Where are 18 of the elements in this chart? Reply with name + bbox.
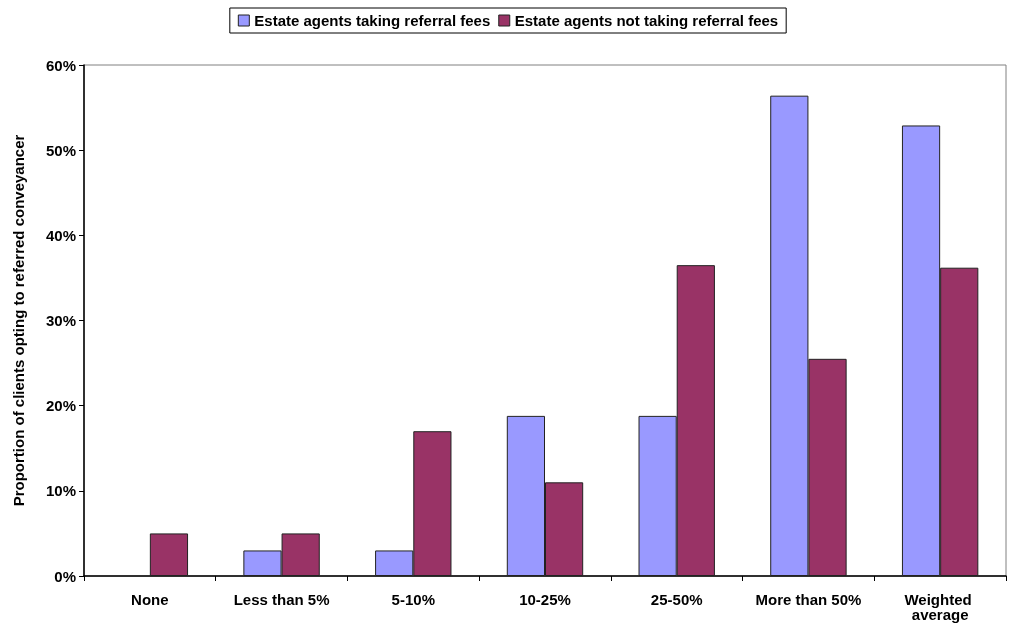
y-tick-label: 50% xyxy=(45,141,76,159)
x-tick-label: 5-10% xyxy=(391,591,435,608)
x-tick-label: None xyxy=(131,591,169,608)
y-tick-label: 0% xyxy=(54,567,76,585)
x-tick-label: Less than 5% xyxy=(233,591,330,608)
legend-label: Estate agents taking referral fees xyxy=(254,12,491,29)
x-tick-label: 25-50% xyxy=(650,591,703,608)
bar xyxy=(149,533,189,576)
x-tick-label: Weighted average xyxy=(904,591,976,623)
y-tick-label: 60% xyxy=(45,56,76,74)
legend-label: Estate agents not taking referral fees xyxy=(514,12,779,29)
y-tick-label: 10% xyxy=(45,482,76,500)
y-tick-label: 20% xyxy=(45,397,76,415)
x-tick-label: More than 50% xyxy=(755,591,862,608)
y-tick-label: 30% xyxy=(45,312,76,329)
y-axis-title: Proportion of clients opting to referred conveyancer xyxy=(10,134,27,507)
y-tick-label: 40% xyxy=(45,226,76,244)
x-tick-label: 10-25% xyxy=(519,591,571,608)
